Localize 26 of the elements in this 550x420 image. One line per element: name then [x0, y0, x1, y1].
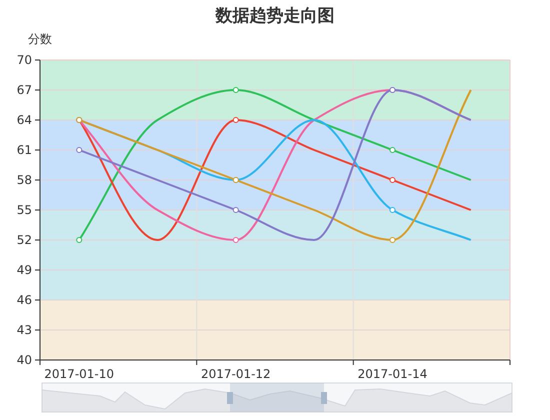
y-tick-label: 61 — [16, 143, 32, 157]
point — [76, 237, 82, 243]
x-tick-label: 2017-01-12 — [200, 367, 271, 381]
point — [232, 87, 239, 93]
y-tick-label: 46 — [16, 293, 32, 307]
y-tick-label: 49 — [16, 263, 32, 277]
x-tick-label: 2017-01-10 — [44, 367, 114, 381]
point — [76, 147, 82, 153]
point — [232, 207, 239, 213]
y-tick-label: 70 — [16, 53, 32, 67]
y-tick-label: 52 — [16, 233, 32, 247]
chart-title: 数据趋势走向图 — [214, 6, 334, 26]
y-tick-label: 40 — [16, 353, 32, 367]
y-tick-label: 43 — [16, 323, 32, 337]
y-tick-label: 67 — [16, 83, 32, 97]
y-tick-label: 58 — [16, 173, 32, 187]
x-tick-label: 2017-01-14 — [358, 367, 428, 381]
point — [232, 117, 239, 123]
point — [232, 237, 239, 243]
point — [390, 177, 396, 183]
y-axis-title: 分数 — [28, 32, 52, 46]
point — [390, 147, 396, 153]
point — [390, 237, 396, 243]
point — [390, 207, 396, 213]
y-tick-label: 55 — [16, 203, 32, 217]
y-tick-label: 64 — [16, 113, 32, 127]
